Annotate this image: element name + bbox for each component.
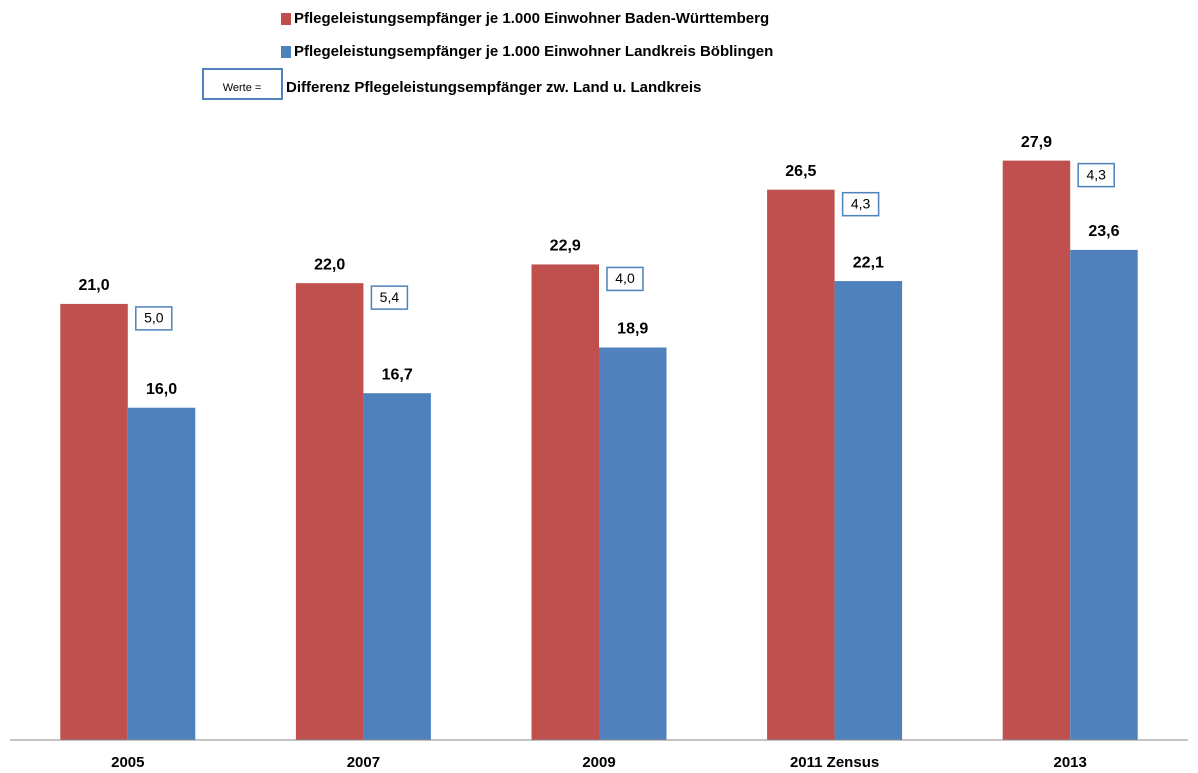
bar: [363, 393, 431, 740]
value-label: 22,0: [314, 256, 345, 273]
bar: [60, 303, 128, 740]
legend-label: Pflegeleistungsempfänger je 1.000 Einwoh…: [294, 43, 773, 60]
bar: [127, 407, 196, 740]
value-label: 18,9: [617, 321, 648, 338]
difference-label: 4,3: [851, 195, 871, 211]
value-label: 23,6: [1088, 223, 1119, 240]
difference-box: [135, 306, 173, 331]
value-label: 21,0: [78, 277, 109, 294]
difference-box: [1077, 162, 1115, 188]
bar: [834, 281, 903, 740]
value-label: 22,1: [853, 254, 884, 271]
bar: [531, 264, 599, 740]
bar: [1002, 160, 1071, 741]
difference-label: 5,0: [144, 310, 164, 326]
value-label: 26,5: [785, 163, 816, 180]
bar: [1070, 249, 1138, 740]
value-label: 16,7: [382, 366, 413, 383]
value-label: 27,9: [1021, 134, 1052, 151]
legend-label: Pflegeleistungsempfänger je 1.000 Einwoh…: [294, 10, 769, 27]
bar: [599, 347, 667, 740]
legend-box: [202, 68, 283, 100]
legend-prefix: Werte =: [223, 82, 262, 94]
legend-swatch: [281, 13, 291, 25]
legend-swatch: [281, 46, 291, 58]
x-tick-label: 2005: [111, 754, 144, 771]
legend-label: Differenz Pflegeleistungsempfänger zw. L…: [286, 79, 701, 96]
x-tick-label: 2013: [1054, 754, 1087, 771]
difference-box: [606, 266, 644, 292]
difference-box: [370, 285, 409, 310]
difference-box: [841, 191, 880, 217]
difference-label: 4,3: [1086, 166, 1106, 182]
bar: [767, 189, 835, 740]
value-label: 22,9: [550, 238, 581, 255]
difference-label: 5,4: [380, 289, 400, 305]
bar: [295, 283, 364, 740]
x-tick-label: 2007: [347, 754, 380, 771]
value-label: 16,0: [146, 381, 177, 398]
difference-label: 4,0: [615, 270, 635, 286]
x-tick-label: 2009: [582, 754, 615, 771]
x-tick-label: 2011 Zensus: [790, 754, 879, 771]
